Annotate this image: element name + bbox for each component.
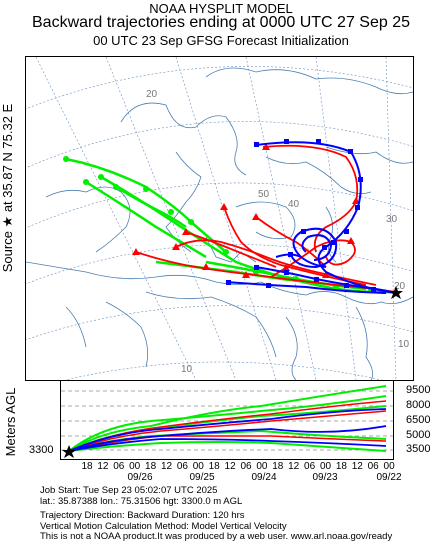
start-height-label: 3300 — [29, 444, 54, 456]
job-start-line: Job Start: Tue Sep 23 05:02:07 UTC 2025 — [40, 485, 218, 496]
coastlines — [25, 67, 414, 381]
date-tick-label: 09/22 — [376, 472, 402, 483]
lat-label: 20 — [394, 281, 406, 292]
lat-label: 10 — [181, 364, 193, 375]
model-title: NOAA HYSPLIT MODEL — [149, 1, 293, 16]
lat-label: 20 — [146, 89, 158, 100]
trajectory-title: Backward trajectories ending at 0000 UTC… — [32, 14, 410, 31]
hour-tick-label: 06 — [367, 461, 379, 472]
hour-tick-label: 12 — [351, 461, 363, 472]
date-tick-label: 09/23 — [312, 472, 338, 483]
blue-height-lines — [68, 408, 387, 452]
hour-tick-label: 12 — [160, 461, 173, 472]
hour-tick-label: 06 — [176, 461, 188, 472]
trajectory-map: 20 50 40 30 20 10 10 — [5, 56, 442, 398]
lat-label: 10 — [398, 339, 410, 350]
lat-label: 50 — [258, 189, 270, 200]
star-icon — [389, 286, 403, 299]
graticule — [5, 56, 442, 398]
hour-tick-label: 18 — [335, 461, 347, 472]
vertical-method-line: Vertical Motion Calculation Method: Mode… — [40, 520, 287, 532]
height-tick: 5000 — [406, 429, 431, 441]
hour-tick-label: 12 — [288, 461, 300, 472]
date-tick-label: 09/25 — [189, 472, 215, 483]
star-icon — [62, 445, 76, 458]
date-tick-label: 09/26 — [127, 472, 153, 483]
disclaimer-line: This is not a NOAA product.It was produc… — [40, 531, 393, 542]
info-block: Job Start: Tue Sep 23 05:02:07 UTC 2025 … — [40, 485, 393, 543]
height-tick: 3500 — [406, 443, 431, 455]
hour-tick-label: 12 — [224, 461, 236, 472]
hour-tick-label: 00 — [256, 461, 268, 472]
height-profile-chart — [61, 385, 393, 458]
forecast-subtitle: 00 UTC 23 Sep GFSG Forecast Initializati… — [93, 33, 349, 48]
height-tick: 8000 — [406, 399, 431, 411]
hour-tick-label: 06 — [304, 461, 316, 472]
lat-label: 30 — [386, 214, 398, 225]
date-tick-label: 09/24 — [251, 472, 277, 483]
hour-tick-label: 00 — [383, 461, 395, 472]
hour-tick-label: 18 — [272, 461, 284, 472]
graticule-labels: 20 50 40 30 20 10 10 — [146, 89, 410, 375]
location-line: lat.: 35.87388 lon.: 75.31506 hgt: 3300.… — [40, 495, 243, 507]
height-tick: 9500 — [406, 384, 431, 396]
hour-tick-label: 18 — [145, 461, 157, 472]
map-panel: 20 50 40 30 20 10 10 — [5, 56, 442, 398]
lat-label: 40 — [288, 199, 300, 210]
title-block: NOAA HYSPLIT MODEL Backward trajectories… — [0, 0, 442, 56]
height-axis-label: Meters AGL — [3, 387, 18, 457]
hour-tick-label: 00 — [319, 461, 332, 472]
hour-tick-label: 06 — [240, 461, 252, 472]
height-panel — [60, 380, 394, 460]
source-location-label: Source ★ at 35.87 N 75.32 E — [0, 103, 15, 273]
hour-tick-label: 18 — [81, 461, 93, 472]
red-markers — [132, 143, 360, 278]
hour-tick-label: 00 — [192, 461, 204, 472]
hour-tick-label: 06 — [113, 461, 125, 472]
hour-tick-label: 18 — [208, 461, 220, 472]
hour-tick-label: 00 — [129, 461, 141, 472]
height-tick: 6500 — [406, 414, 431, 426]
hour-tick-label: 12 — [97, 461, 109, 472]
direction-line: Trajectory Direction: Backward Duration:… — [40, 510, 245, 521]
blue-markers — [226, 139, 376, 292]
